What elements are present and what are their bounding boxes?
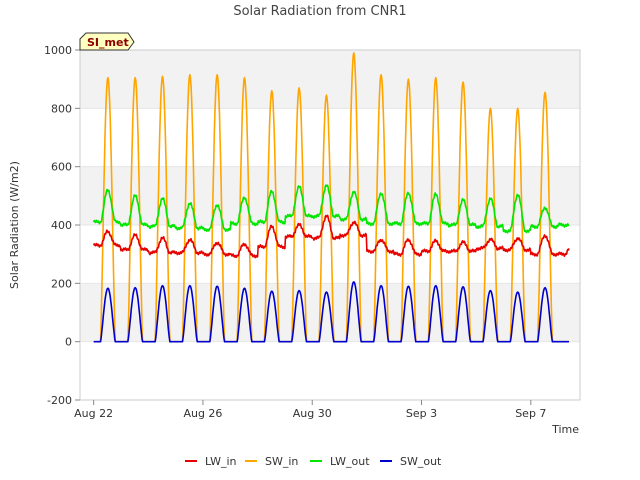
x-tick-label: Sep 7	[515, 407, 546, 420]
x-tick-label: Aug 22	[74, 407, 113, 420]
series-line-lw-in	[92, 214, 570, 259]
station-badge-shape	[79, 32, 135, 51]
y-axis-ticks: -200 0 200 400 600 800 1000	[44, 44, 80, 407]
legend-label: SW_in	[265, 455, 298, 468]
y-tick-label: 0	[65, 336, 72, 349]
x-tick-label: Sep 3	[406, 407, 437, 420]
legend: LW_in SW_in LW_out SW_out	[185, 455, 442, 468]
legend-label: LW_in	[205, 455, 237, 468]
series-line-sw-out	[93, 281, 570, 343]
series-lines	[92, 52, 570, 343]
y-tick-label: 800	[51, 102, 72, 115]
series-line-lw-out	[92, 184, 570, 234]
x-axis-label: Time	[551, 423, 579, 436]
legend-label: LW_out	[330, 455, 370, 468]
chart-title: Solar Radiation from CNR1	[233, 4, 406, 19]
station-badge: SI_met	[79, 32, 135, 51]
x-tick-label: Aug 26	[183, 407, 222, 420]
station-badge-label: SI_met	[87, 36, 129, 49]
y-tick-label: 600	[51, 161, 72, 174]
y-tick-label: 200	[51, 277, 72, 290]
x-axis-ticks: Aug 22 Aug 26 Aug 30 Sep 3 Sep 7	[74, 400, 546, 420]
y-tick-label: 400	[51, 219, 72, 232]
y-axis-label: Solar Radiation (W/m2)	[8, 161, 21, 289]
legend-label: SW_out	[400, 455, 442, 468]
y-tick-label: 1000	[44, 44, 72, 57]
y-tick-label: -200	[47, 394, 72, 407]
plot-band	[80, 50, 580, 109]
x-tick-label: Aug 30	[293, 407, 332, 420]
